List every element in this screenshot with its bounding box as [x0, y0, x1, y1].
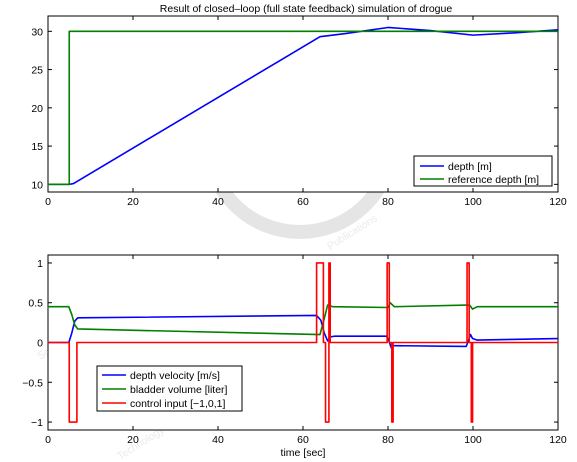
top-plot-axes: 0 20 40 60 80 100 120 10 15 20 25 30 depth [m] refe… [31, 15, 567, 208]
top-x-tick-label: 60 [297, 196, 309, 208]
bottom-x-tick-label: 40 [212, 434, 224, 446]
bottom-x-tick-label: 0 [45, 434, 51, 446]
bottom-y-tick-label: −0.5 [22, 377, 43, 389]
top-y-tick-label: 20 [31, 103, 43, 115]
top-x-tick-label: 0 [45, 196, 51, 208]
top-y-tick-label: 10 [31, 179, 43, 191]
top-plot-legend: depth [m] reference depth [m] [413, 155, 553, 187]
bottom-series-line-bladder-volume-liter [48, 301, 558, 336]
bottom-series-line-control-input-1-0-1 [48, 262, 558, 423]
top-legend-label-depth: depth [m] [448, 161, 492, 173]
top-plot-ticks: 0 20 40 60 80 100 120 10 15 20 25 30 [31, 16, 567, 208]
bottom-x-tick-label: 80 [382, 434, 394, 446]
top-legend-box [413, 155, 553, 187]
bottom-y-tick-label: −1 [31, 417, 43, 429]
bottom-legend-label-velocity: depth velocity [m/s] [130, 370, 220, 382]
bottom-legend-label-control: control input [−1,0,1] [130, 398, 226, 410]
top-x-tick-label: 40 [212, 196, 224, 208]
top-x-tick-label: 100 [464, 196, 482, 208]
bottom-plot-legend: depth velocity [m/s] bladder volume [lit… [96, 365, 243, 412]
top-legend-label-reference: reference depth [m] [448, 174, 539, 186]
bottom-plot-axes: 0 20 40 60 80 100 120 −1 −0.5 0 0.5 1 depth velocit… [22, 254, 567, 459]
top-series-line-reference-depth-m [48, 30, 558, 186]
bottom-y-tick-label: 0 [37, 338, 43, 350]
bottom-x-tick-label: 120 [549, 434, 567, 446]
bottom-plot-ticks: 0 20 40 60 80 100 120 −1 −0.5 0 0.5 1 [22, 255, 567, 446]
bottom-plot-xlabel: time [sec] [281, 447, 326, 459]
top-x-tick-label: 80 [382, 196, 394, 208]
bottom-x-tick-label: 20 [127, 434, 139, 446]
bottom-y-tick-label: 1 [37, 258, 43, 270]
bottom-plot-series [48, 262, 558, 423]
top-y-tick-label: 25 [31, 65, 43, 77]
chart-title: Result of closed–loop (full state feedba… [160, 3, 453, 15]
top-x-tick-label: 20 [127, 196, 139, 208]
top-x-tick-label: 120 [549, 196, 567, 208]
bottom-legend-label-bladder: bladder volume [liter] [130, 384, 228, 396]
bottom-x-tick-label: 100 [464, 434, 482, 446]
top-y-tick-label: 30 [31, 26, 43, 38]
bottom-y-tick-label: 0.5 [28, 298, 43, 310]
top-y-tick-label: 15 [31, 141, 43, 153]
bottom-x-tick-label: 60 [297, 434, 309, 446]
top-plot-series [48, 26, 558, 186]
